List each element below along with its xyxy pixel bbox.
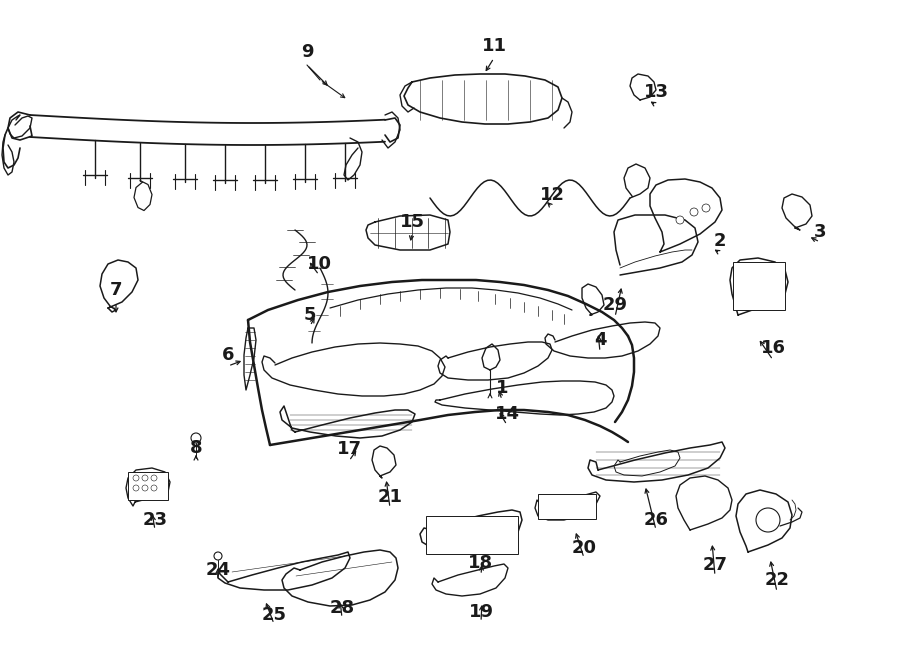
Text: 13: 13 — [644, 83, 669, 101]
Bar — [426, 516, 518, 554]
Text: 9: 9 — [301, 43, 313, 61]
Circle shape — [142, 475, 148, 481]
Text: 12: 12 — [539, 186, 564, 204]
Text: 29: 29 — [602, 296, 627, 314]
Text: 4: 4 — [594, 331, 607, 349]
Text: 10: 10 — [307, 255, 331, 273]
Text: 18: 18 — [468, 554, 493, 572]
Circle shape — [756, 508, 780, 532]
Bar — [538, 494, 596, 519]
Bar — [733, 262, 785, 310]
Circle shape — [151, 485, 157, 491]
Text: 11: 11 — [482, 37, 507, 55]
Text: 8: 8 — [190, 439, 203, 457]
Text: 24: 24 — [205, 561, 230, 579]
Text: 19: 19 — [469, 603, 493, 621]
Circle shape — [214, 552, 222, 560]
Text: 23: 23 — [142, 511, 167, 529]
Circle shape — [191, 433, 201, 443]
Text: 6: 6 — [221, 346, 234, 364]
Text: 26: 26 — [644, 511, 669, 529]
Text: 25: 25 — [262, 606, 286, 624]
Text: 2: 2 — [714, 232, 726, 250]
Text: 16: 16 — [760, 339, 786, 357]
Circle shape — [702, 204, 710, 212]
Text: 15: 15 — [400, 213, 425, 231]
Text: 27: 27 — [703, 556, 727, 574]
Circle shape — [151, 475, 157, 481]
Text: 7: 7 — [110, 281, 122, 299]
Text: 5: 5 — [304, 306, 316, 324]
Text: 22: 22 — [764, 571, 789, 589]
Text: 14: 14 — [494, 405, 519, 423]
Circle shape — [690, 208, 698, 216]
Text: 1: 1 — [496, 379, 508, 397]
Circle shape — [676, 216, 684, 224]
Text: 20: 20 — [572, 539, 597, 557]
Circle shape — [133, 475, 139, 481]
Bar — [128, 472, 168, 500]
Text: 17: 17 — [337, 440, 362, 458]
Text: 21: 21 — [377, 488, 402, 506]
Circle shape — [133, 485, 139, 491]
Text: 28: 28 — [329, 599, 355, 617]
Circle shape — [142, 485, 148, 491]
Text: 3: 3 — [814, 223, 826, 241]
